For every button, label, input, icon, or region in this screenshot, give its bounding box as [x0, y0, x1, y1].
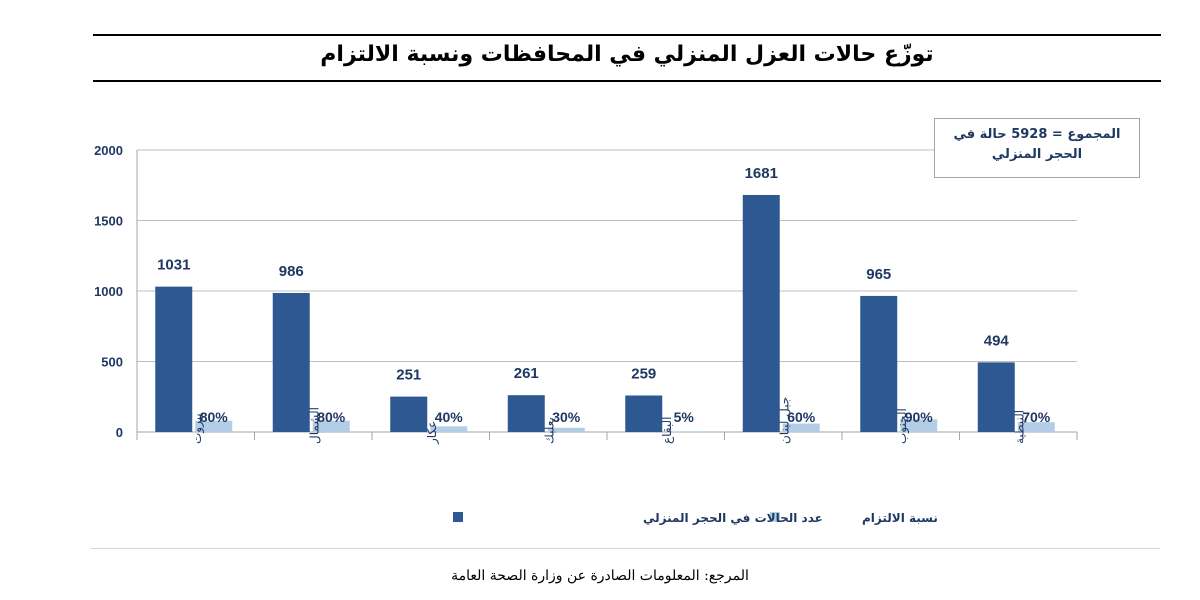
- cases-bar: [742, 194, 780, 432]
- compliance-bar: [900, 419, 938, 432]
- compliance-bar: [430, 426, 468, 432]
- compliance-value-label: 90%: [905, 409, 934, 425]
- cases-value-label: 251: [396, 367, 421, 384]
- compliance-value-label: 40%: [435, 409, 464, 425]
- cases-bar: [272, 292, 310, 432]
- compliance-value-label: 30%: [552, 409, 581, 425]
- legend-label-cases: عدد الحالات في الحجر المنزلي: [643, 511, 823, 525]
- cases-value-label: 965: [866, 266, 891, 283]
- compliance-value-label: 80%: [200, 409, 229, 425]
- compliance-bar: [312, 420, 350, 432]
- compliance-bar: [665, 431, 703, 432]
- cases-value-label: 494: [984, 332, 1010, 349]
- source-note: المرجع: المعلومات الصادرة عن وزارة الصحة…: [451, 568, 749, 584]
- footer-divider: [90, 548, 1160, 549]
- cases-bar: [625, 395, 663, 432]
- category-label: جبل لبنان: [777, 397, 791, 444]
- legend-swatch-cases: [453, 512, 463, 522]
- legend-label-compliance: نسبة الالتزام: [862, 511, 938, 526]
- category-label: بيروت: [190, 413, 205, 444]
- category-label: عكار: [425, 421, 440, 445]
- cases-value-label: 1681: [745, 165, 778, 182]
- category-label: البقاع: [660, 417, 674, 445]
- category-label: الشمال: [307, 407, 321, 444]
- cases-bar: [977, 362, 1015, 432]
- compliance-value-label: 80%: [317, 409, 346, 425]
- y-tick-label: 2000: [94, 143, 123, 158]
- title-top-rule: [93, 34, 1161, 36]
- compliance-bar: [547, 427, 585, 432]
- cases-bar: [390, 396, 428, 432]
- cases-value-label: 261: [514, 365, 539, 382]
- category-label: النبطية: [1012, 410, 1026, 444]
- y-tick-label: 1000: [94, 284, 123, 299]
- compliance-bar: [782, 423, 820, 432]
- cases-value-label: 259: [631, 365, 656, 382]
- category-label: بعلبك: [542, 417, 556, 444]
- cases-bar: [507, 395, 545, 432]
- y-tick-label: 500: [101, 355, 123, 370]
- cases-bar: [860, 295, 898, 432]
- title-bottom-rule: [93, 80, 1161, 82]
- category-label: الجنوب: [895, 408, 910, 444]
- compliance-bar: [195, 420, 233, 432]
- compliance-value-label: 5%: [674, 409, 695, 425]
- compliance-value-label: 70%: [1022, 409, 1051, 425]
- cases-value-label: 1031: [157, 257, 190, 274]
- compliance-bar: [1017, 422, 1055, 432]
- y-tick-label: 0: [116, 425, 123, 440]
- legend-swatch-compliance: [770, 512, 780, 522]
- cases-bar: [155, 286, 193, 432]
- cases-value-label: 986: [279, 263, 304, 280]
- compliance-value-label: 60%: [787, 409, 816, 425]
- page-title: توزّع حالات العزل المنزلي في المحافظات و…: [320, 42, 934, 67]
- y-tick-label: 1500: [94, 214, 123, 229]
- total-cases-box: المجموع = 5928 حالة في الحجر المنزلي: [934, 118, 1140, 178]
